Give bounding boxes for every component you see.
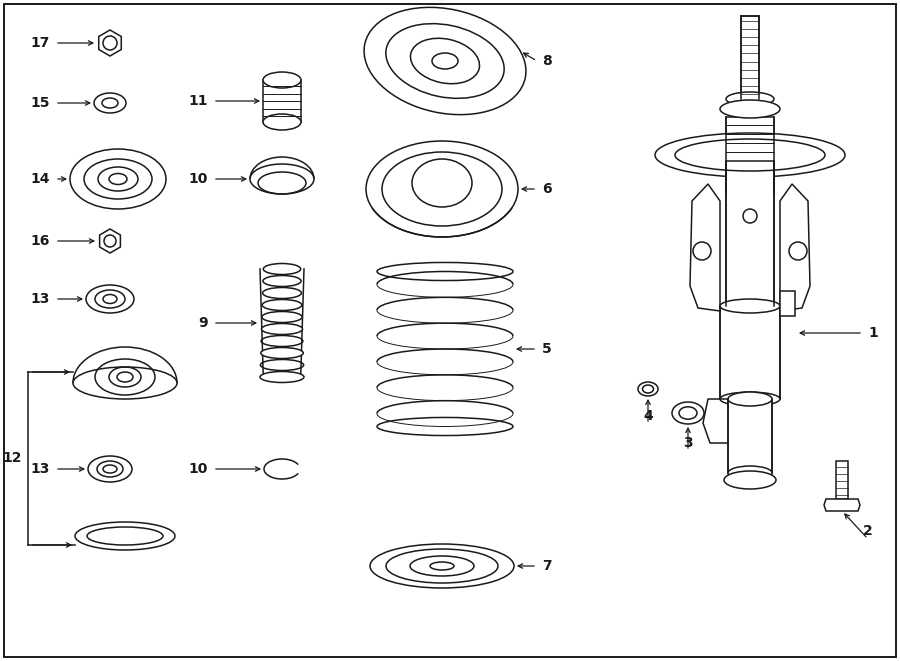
Ellipse shape [262,323,302,334]
Ellipse shape [364,7,526,114]
Text: 5: 5 [542,342,552,356]
Bar [836,461,848,499]
Text: 15: 15 [31,96,50,110]
Ellipse shape [86,285,134,313]
Polygon shape [780,184,810,311]
Ellipse shape [720,299,780,313]
Ellipse shape [370,544,514,588]
Text: 10: 10 [189,462,208,476]
Ellipse shape [720,100,780,118]
Text: 12: 12 [3,451,22,465]
Text: 11: 11 [188,94,208,108]
Text: 6: 6 [542,182,552,196]
Ellipse shape [638,382,658,396]
Ellipse shape [377,262,513,280]
Ellipse shape [726,92,774,106]
Text: 1: 1 [868,326,878,340]
Ellipse shape [263,72,301,88]
Ellipse shape [728,466,772,480]
Text: 4: 4 [644,409,652,423]
Text: 3: 3 [683,436,693,450]
Text: 10: 10 [189,172,208,186]
Bar [741,16,759,99]
Text: 14: 14 [31,172,50,186]
Ellipse shape [102,98,118,108]
Text: 16: 16 [31,234,50,248]
Bar [263,80,301,122]
Ellipse shape [720,392,780,406]
Bar [720,306,780,399]
Ellipse shape [672,402,704,424]
Ellipse shape [728,392,772,406]
Ellipse shape [88,456,132,482]
Text: 13: 13 [31,292,50,306]
Polygon shape [690,184,720,311]
Text: 17: 17 [31,36,50,50]
Ellipse shape [75,522,175,550]
Ellipse shape [655,133,845,177]
Bar [728,399,772,473]
Ellipse shape [94,93,126,113]
Ellipse shape [377,418,513,436]
Bar [726,117,774,193]
Text: 13: 13 [31,462,50,476]
Ellipse shape [724,471,776,489]
Ellipse shape [261,348,303,358]
Text: 2: 2 [863,524,873,538]
Ellipse shape [366,141,518,237]
Ellipse shape [103,36,117,50]
Ellipse shape [260,371,304,383]
Polygon shape [824,499,860,511]
Text: 8: 8 [542,54,552,68]
Polygon shape [100,229,121,253]
Bar [780,291,795,316]
Text: 7: 7 [542,559,552,573]
Ellipse shape [73,367,177,399]
Ellipse shape [104,235,116,247]
Text: 9: 9 [198,316,208,330]
Bar [726,161,774,306]
Ellipse shape [70,149,166,209]
Ellipse shape [250,164,314,194]
Ellipse shape [263,276,302,286]
Ellipse shape [263,114,301,130]
Polygon shape [99,30,122,56]
Ellipse shape [262,299,302,311]
